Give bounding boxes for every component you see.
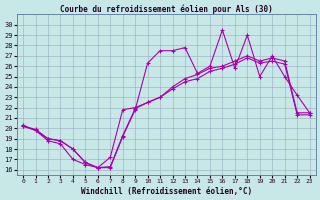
Title: Courbe du refroidissement éolien pour Als (30): Courbe du refroidissement éolien pour Al… bbox=[60, 4, 273, 14]
X-axis label: Windchill (Refroidissement éolien,°C): Windchill (Refroidissement éolien,°C) bbox=[81, 187, 252, 196]
